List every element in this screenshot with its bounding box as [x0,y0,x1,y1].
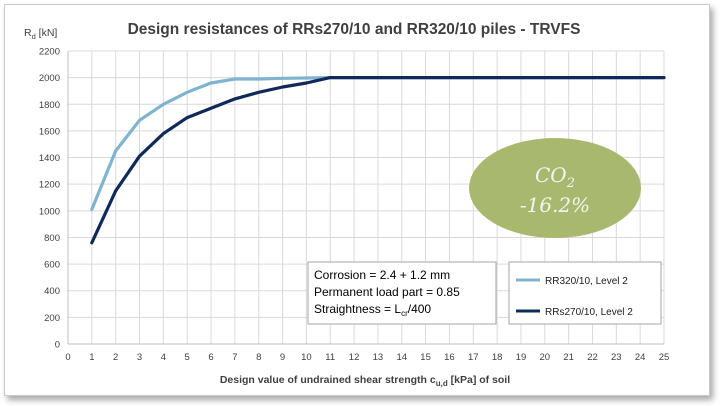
legend-border [508,261,662,325]
y-tick-label: 1000 [39,206,60,217]
x-tick-label: 6 [208,352,213,363]
annotation-box: Corrosion = 2.4 + 1.2 mm Permanent load … [307,261,497,325]
chart-title: Design resistances of RRs270/10 and RR32… [128,21,581,38]
annotation-corrosion: Corrosion = 2.4 + 1.2 mm [314,268,450,282]
x-tick-label: 25 [659,352,670,363]
x-tick-label: 15 [420,352,431,363]
x-tick-label: 8 [256,352,261,363]
annotation-load-part: Permanent load part = 0.85 [314,285,460,299]
y-tick-label: 400 [44,286,60,297]
legend-label-rrs270: RRs270/10, Level 2 [545,307,633,318]
legend: RR320/10, Level 2 RRs270/10, Level 2 [508,261,662,325]
x-tick-label: 5 [185,352,190,363]
x-tick-label: 3 [137,352,142,363]
x-tick-label: 9 [280,352,285,363]
y-tick-label: 800 [44,233,60,244]
y-tick-label: 1800 [39,100,60,111]
co2-badge: CO2 -16.2% [469,138,641,238]
x-tick-label: 13 [373,352,384,363]
x-tick-label: 18 [492,352,503,363]
series-lines [90,75,666,245]
x-tick-label: 10 [301,352,312,363]
y-tick-label: 1600 [39,126,60,137]
series-line-rrs270 [90,75,666,245]
x-tick-label: 20 [540,352,551,363]
x-tick-label: 21 [563,352,574,363]
x-tick-label: 16 [444,352,455,363]
co2-value: -16.2% [520,193,590,217]
x-tick-label: 4 [161,352,166,363]
x-tick-label: 7 [232,352,237,363]
annotation-straightness: Straightness = Lcr/400 [314,302,431,318]
x-tick-label: 23 [611,352,622,363]
y-tick-label: 1200 [39,180,60,191]
y-tick-label: 1400 [39,153,60,164]
y-tick-label: 2200 [39,47,60,58]
x-tick-label: 0 [65,352,70,363]
co2-label: CO2 [535,163,575,191]
annotation-border [307,261,497,325]
x-tick-label: 17 [468,352,479,363]
x-tick-label: 12 [349,352,360,363]
y-tick-label: 200 [44,313,60,324]
y-tick-label: 2000 [39,73,60,84]
x-tick-label: 19 [516,352,527,363]
legend-label-rr320: RR320/10, Level 2 [545,276,628,287]
x-tick-labels: 0 1 2 3 4 5 6 7 8 9 10 11 12 13 14 15 16 17 18 19 20 21 22 23 24… [65,352,669,363]
co2-badge-ellipse [469,138,641,238]
y-axis-label: Rd [kN] [24,27,57,41]
x-tick-label: 2 [113,352,118,363]
x-tick-label: 1 [89,352,94,363]
y-tick-labels: 0 200 400 600 800 1000 1200 1400 1600 1800 2000 220… [39,47,60,351]
x-tick-label: 24 [635,352,646,363]
x-tick-label: 14 [396,352,407,363]
x-tick-label: 22 [587,352,598,363]
y-tick-label: 600 [44,260,60,271]
x-axis-label: Design value of undrained shear strength… [220,374,510,388]
y-tick-label: 0 [55,340,60,351]
x-tick-label: 11 [325,352,335,363]
